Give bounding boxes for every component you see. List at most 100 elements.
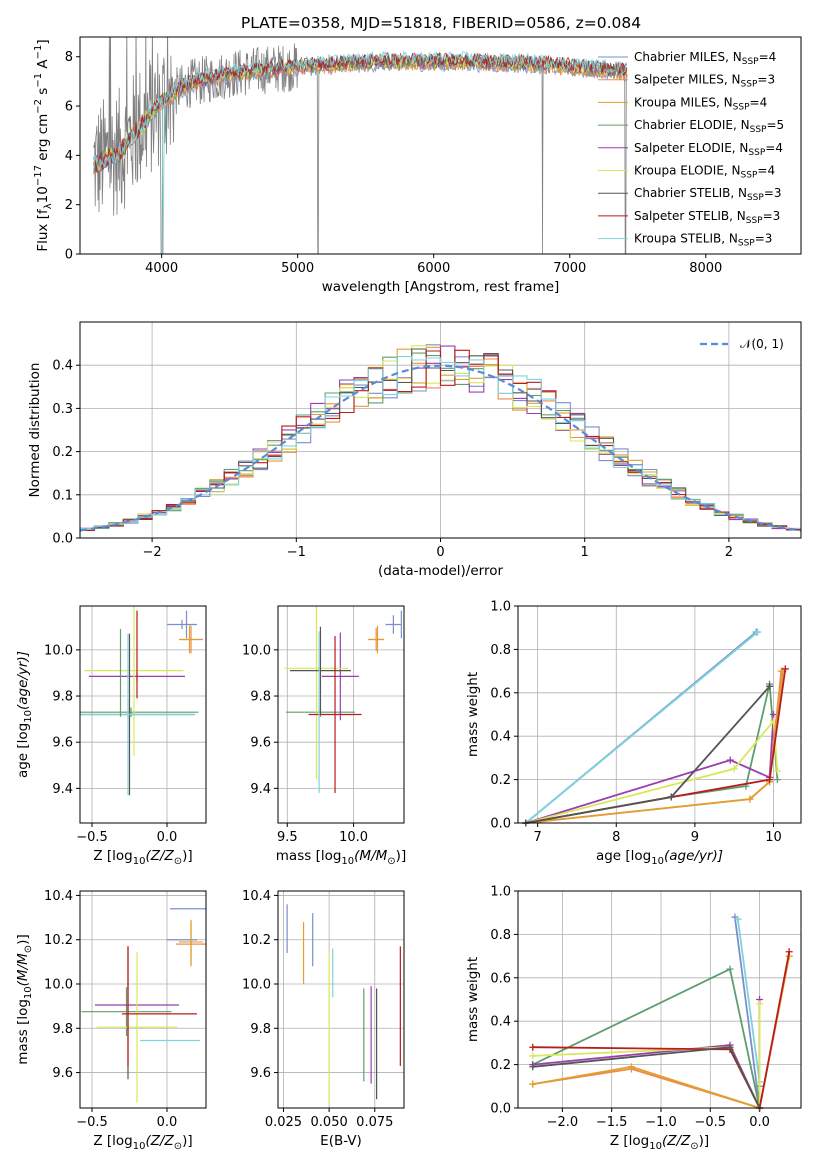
y-tick-label: 10.0 [242, 978, 271, 993]
axes-frame [79, 321, 802, 539]
x-tick-label: 2 [725, 545, 733, 560]
x-tick-label: 4000 [145, 261, 178, 276]
y-tick-label: 0.4 [52, 359, 73, 374]
y-axis-label: Flux [fλ10−17 erg cm−2 s−1 A−1] [33, 39, 54, 251]
legend-label: Salpeter ELODIE, NSSP=4 [634, 141, 783, 158]
y-tick-label: 0.6 [490, 686, 511, 701]
y-tick-label: 6 [65, 100, 73, 115]
series-marker [726, 965, 734, 973]
series-marker [529, 1052, 537, 1060]
series-line [532, 967, 761, 1109]
massweight-vs-z-panel: −2.0 −1.5 −1.0 −0.5 0.0 0.0 0.2 0.4 0.6 0.8 1.0 Z [… [465, 885, 802, 1152]
spectrum-panel: 4000 5000 6000 7000 8000 0 2 4 6 8 wavelength [Ang… [33, 36, 802, 295]
series-marker [746, 795, 754, 803]
x-axis-label: wavelength [Angstrom, rest frame] [322, 279, 560, 295]
y-tick-label: 0.3 [52, 402, 73, 417]
series-line [734, 916, 761, 1109]
normal-reference-curve [79, 364, 802, 532]
mass-vs-ebv-panel: 0.025 0.050 0.075 9.6 9.8 10.0 10.2 10.4 E(B-V) [242, 889, 405, 1149]
y-tick-label: 0.2 [52, 445, 73, 460]
series-line [737, 919, 761, 1083]
y-tick-label: 0.2 [490, 773, 511, 788]
y-tick-label: 9.4 [250, 782, 271, 797]
series-marker [773, 776, 781, 784]
y-tick-label: 0.2 [490, 1058, 511, 1073]
series-marker [529, 1063, 537, 1071]
errorbars [81, 908, 206, 1103]
y-tick-label: 0.8 [490, 643, 511, 658]
spectrum-model-line [93, 50, 628, 254]
x-tick-label: 0 [436, 545, 444, 560]
x-tick-label: 9 [691, 830, 699, 845]
y-tick-label: 9.4 [52, 782, 73, 797]
x-axis-label: mass [log10(M/M⊙)] [276, 848, 406, 867]
series-marker [785, 948, 793, 956]
legend-label: Chabrier MILES, NSSP=4 [634, 50, 776, 67]
legend-label: Chabrier ELODIE, NSSP=5 [634, 118, 784, 135]
x-tick-label: 1 [581, 545, 589, 560]
x-tick-label: −0.5 [76, 1115, 108, 1130]
residuals-panel: −2 −1 0 1 2 0.0 0.1 0.2 0.3 0.4 (data-model)/error… [27, 321, 802, 579]
figure-title: PLATE=0358, MJD=51818, FIBERID=0586, z=0… [241, 14, 641, 32]
spectrum-lines [93, 37, 628, 254]
y-tick-label: 10.2 [44, 933, 73, 948]
x-tick-label: 7 [534, 830, 542, 845]
x-tick-label: −1 [287, 545, 306, 560]
legend-label: Kroupa ELODIE, NSSP=4 [634, 164, 775, 181]
x-tick-label: 0.0 [157, 830, 178, 845]
x-tick-label: −1.0 [645, 1115, 677, 1130]
x-tick-label: 10 [765, 830, 782, 845]
y-tick-label: 9.6 [250, 736, 271, 751]
x-tick-label: −1.5 [596, 1115, 628, 1130]
spectrum-model-line [93, 51, 628, 173]
x-tick-label: 0.0 [749, 1115, 770, 1130]
y-tick-label: 0.8 [490, 928, 511, 943]
series-line [525, 714, 775, 824]
legend-label: Salpeter MILES, NSSP=3 [634, 73, 775, 90]
x-tick-label: 9.5 [277, 830, 298, 845]
series-marker [766, 682, 774, 690]
series-marker [726, 1043, 734, 1051]
y-tick-label: 9.8 [250, 1022, 271, 1037]
series-lines [522, 628, 789, 827]
series-line [525, 631, 759, 824]
axes-frame [79, 36, 802, 255]
y-tick-label: 9.6 [52, 1066, 73, 1081]
x-axis-label: Z [log10(Z/Z⊙)] [610, 1133, 709, 1152]
y-axis-label: mass [log10(M/M⊙)] [15, 934, 34, 1064]
y-tick-label: 4 [65, 149, 73, 164]
y-tick-label: 0.0 [52, 532, 73, 547]
x-axis-label: age [log10(age/yr)] [596, 848, 723, 867]
errorbars [80, 606, 203, 796]
series-marker [754, 628, 762, 636]
axes-frame [277, 605, 405, 824]
series-marker [773, 767, 781, 775]
x-tick-label: 8000 [689, 261, 722, 276]
x-axis-label: (data-model)/error [378, 563, 504, 579]
y-tick-label: 9.8 [52, 1022, 73, 1037]
y-axis-label: Normed distribution [27, 363, 43, 498]
series-marker [766, 776, 774, 784]
x-axis-label: Z [log10(Z/Z⊙)] [93, 848, 192, 867]
axes-frame [277, 890, 405, 1109]
series-line [525, 718, 779, 824]
x-axis-label: Z [log10(Z/Z⊙)] [93, 1133, 192, 1152]
y-tick-label: 10.0 [44, 643, 73, 658]
y-tick-label: 9.8 [250, 690, 271, 705]
histogram-step [80, 349, 801, 532]
y-tick-label: 0.0 [490, 1102, 511, 1117]
x-tick-label: 8 [612, 830, 620, 845]
y-tick-label: 2 [65, 198, 73, 213]
y-tick-label: 10.0 [242, 643, 271, 658]
y-axis-label: age [log10(age/yr)] [15, 651, 34, 778]
legend-label: Chabrier STELIB, NSSP=3 [634, 186, 782, 203]
x-axis-label: E(B-V) [320, 1133, 362, 1149]
series-marker [627, 1063, 635, 1071]
massweight-vs-age-panel: 7 8 9 10 0.0 0.2 0.4 0.6 0.8 1.0 age [log10(age/yr… [465, 600, 802, 867]
y-tick-label: 0 [65, 248, 73, 263]
y-tick-label: 1.0 [490, 885, 511, 900]
spectrum-data-line [93, 37, 628, 254]
x-tick-label: −2 [143, 545, 162, 560]
errorbars [284, 606, 402, 793]
